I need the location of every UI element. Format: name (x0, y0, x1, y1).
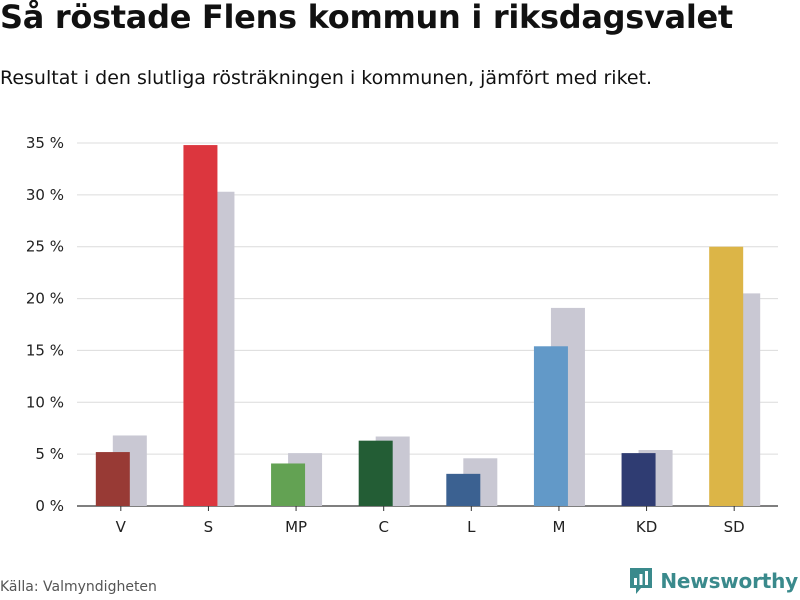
bar-municipality-v (95, 452, 130, 506)
x-axis-ticks: V S MP C L M KD SD (116, 506, 745, 536)
x-tick-label: C (378, 518, 388, 536)
bar-chart-logo-icon (630, 568, 653, 594)
x-tick-label: SD (724, 518, 745, 536)
y-tick-label: 35 % (26, 134, 64, 152)
bar-municipality-c (358, 440, 393, 506)
chart-subtitle: Resultat i den slutliga rösträkningen i … (0, 67, 653, 89)
brand-name: Newsworthy (660, 569, 798, 593)
x-tick-label: L (467, 518, 476, 536)
y-tick-label: 5 % (35, 445, 64, 463)
y-tick-label: 15 % (26, 341, 64, 359)
y-tick-label: 10 % (26, 393, 64, 411)
bar-chart: 0 % 5 % 10 % 15 % 20 % 25 % 30 % 35 % V S MP C L M KD… (26, 134, 778, 536)
source-note: Källa: Valmyndigheten (0, 579, 157, 595)
y-tick-label: 25 % (26, 238, 64, 256)
x-tick-label: S (204, 518, 214, 536)
bar-municipality-mp (271, 463, 306, 506)
chart-title: Så röstade Flens kommun i riksdagsvalet (0, 0, 733, 36)
bars (95, 145, 761, 506)
x-tick-label: MP (285, 518, 307, 536)
bar-municipality-s (183, 145, 218, 506)
y-tick-label: 20 % (26, 290, 64, 308)
y-tick-label: 0 % (35, 497, 64, 515)
brand-logo: Newsworthy (628, 566, 798, 596)
x-tick-label: M (552, 518, 565, 536)
bar-municipality-sd (709, 246, 744, 506)
y-axis-ticks: 0 % 5 % 10 % 15 % 20 % 25 % 30 % 35 % (26, 134, 64, 515)
bar-municipality-l (446, 473, 481, 506)
gridlines (77, 142, 778, 507)
bar-municipality-m (533, 346, 568, 506)
x-tick-label: V (116, 518, 127, 536)
bar-municipality-kd (621, 453, 656, 506)
y-tick-label: 30 % (26, 186, 64, 204)
x-tick-label: KD (636, 518, 657, 536)
